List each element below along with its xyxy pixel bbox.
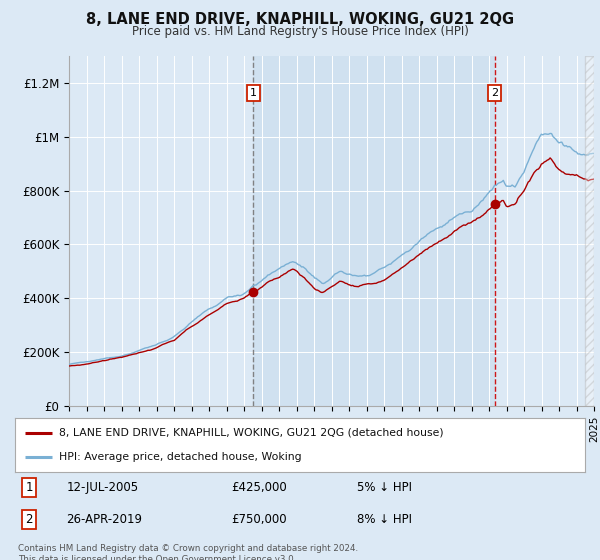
Text: 1: 1	[250, 88, 257, 98]
Text: £425,000: £425,000	[232, 481, 287, 494]
Text: 8% ↓ HPI: 8% ↓ HPI	[357, 513, 412, 526]
Text: 8, LANE END DRIVE, KNAPHILL, WOKING, GU21 2QG: 8, LANE END DRIVE, KNAPHILL, WOKING, GU2…	[86, 12, 514, 27]
Bar	[585, 56, 594, 406]
Text: 5% ↓ HPI: 5% ↓ HPI	[357, 481, 412, 494]
Text: 2: 2	[491, 88, 498, 98]
Text: Price paid vs. HM Land Registry's House Price Index (HPI): Price paid vs. HM Land Registry's House …	[131, 25, 469, 38]
Bar	[253, 56, 494, 406]
Text: 12-JUL-2005: 12-JUL-2005	[66, 481, 139, 494]
Text: 26-APR-2019: 26-APR-2019	[66, 513, 142, 526]
Text: £750,000: £750,000	[232, 513, 287, 526]
Text: 2: 2	[25, 513, 33, 526]
Text: 8, LANE END DRIVE, KNAPHILL, WOKING, GU21 2QG (detached house): 8, LANE END DRIVE, KNAPHILL, WOKING, GU2…	[59, 428, 444, 438]
Text: HPI: Average price, detached house, Woking: HPI: Average price, detached house, Woki…	[59, 452, 302, 462]
Text: 1: 1	[25, 481, 33, 494]
Text: Contains HM Land Registry data © Crown copyright and database right 2024.
This d: Contains HM Land Registry data © Crown c…	[18, 544, 358, 560]
